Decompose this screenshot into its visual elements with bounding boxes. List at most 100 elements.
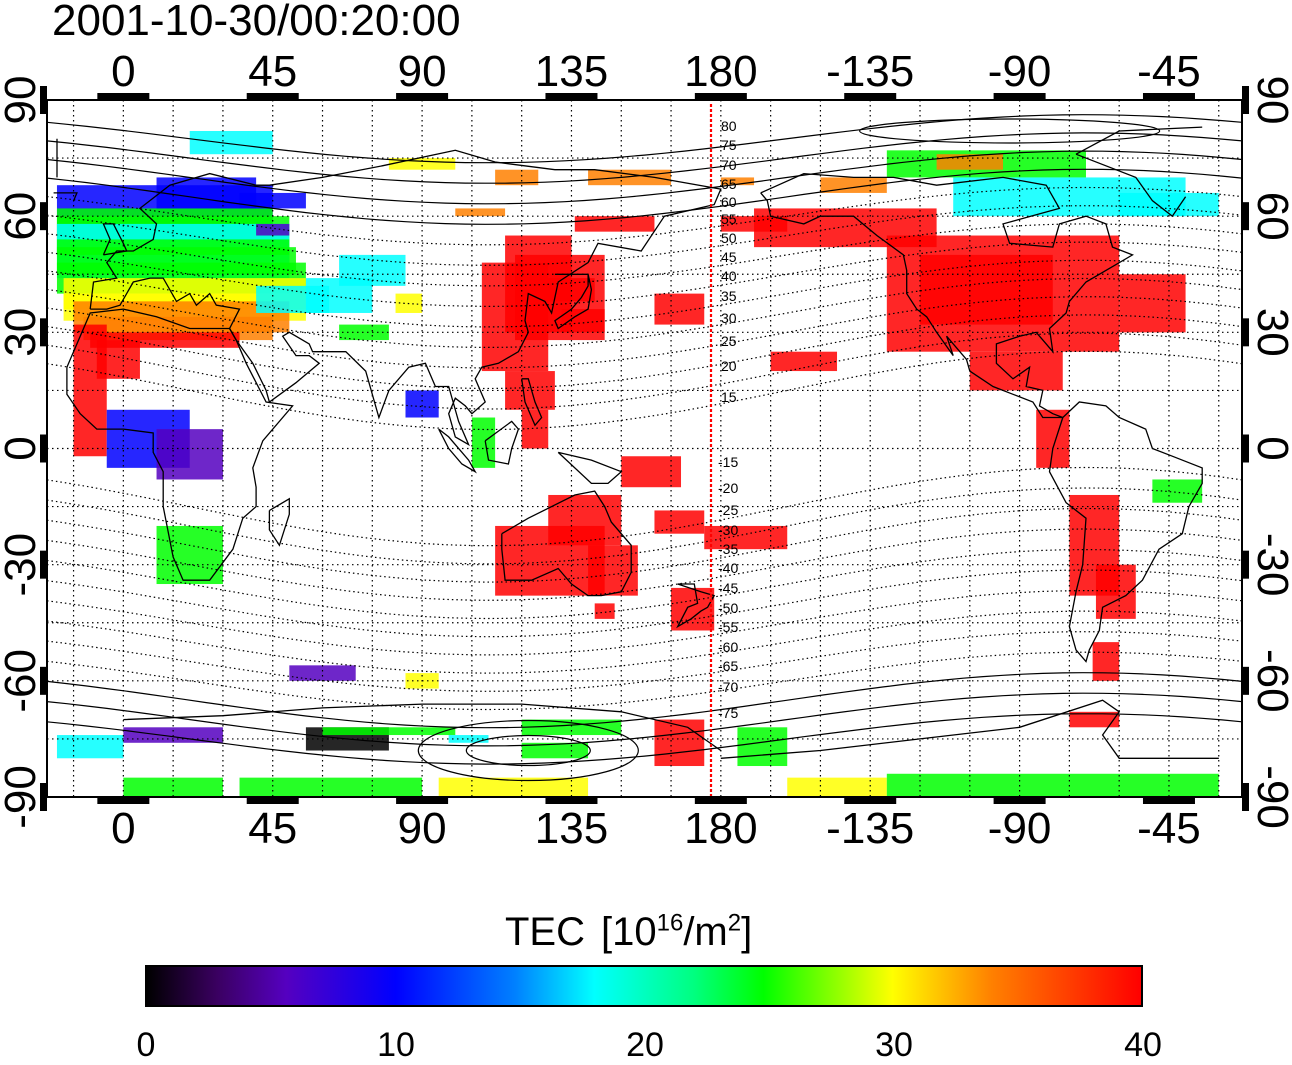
- lon-tick-bottom: -135: [826, 804, 914, 853]
- south-pole-contour: [465, 734, 591, 767]
- frame-tick: [396, 797, 449, 804]
- frame-tick: [40, 202, 47, 231]
- tec-cell: [720, 177, 755, 186]
- frame-tick: [1242, 666, 1249, 695]
- contour-label: 65: [721, 176, 737, 192]
- coastline: [484, 420, 520, 465]
- contour-label: 75: [721, 137, 737, 153]
- lon-tick-top: -45: [1137, 47, 1201, 96]
- magnetic-contour: [46, 150, 1243, 205]
- lat-tick-right: -90: [1248, 765, 1292, 829]
- lat-tick-left: 0: [0, 436, 45, 460]
- contour-label: -55: [718, 619, 738, 635]
- contour-label: 45: [721, 249, 737, 265]
- contour-label: 40: [721, 268, 737, 284]
- tec-cell: [1036, 409, 1070, 468]
- axis-tick-labels: 0045459090135135180180-135-135-90-90-45-…: [0, 47, 1292, 853]
- frame-tick: [40, 666, 47, 695]
- magnetic-contour: [46, 466, 1243, 547]
- magnetic-contour: [46, 548, 1243, 620]
- frame-tick: [1242, 86, 1249, 114]
- tec-cell: [156, 429, 223, 480]
- tec-cell: [704, 525, 788, 550]
- tec-cell: [189, 130, 273, 155]
- lat-tick-right: 90: [1248, 76, 1292, 125]
- contour-label: -50: [718, 600, 738, 616]
- tec-cell: [73, 324, 107, 457]
- tec-cell: [256, 223, 290, 236]
- tec-cell: [621, 456, 682, 488]
- tec-cell: [455, 208, 506, 217]
- lat-tick-right: -30: [1248, 533, 1292, 597]
- frame-tick: [993, 797, 1046, 804]
- lat-tick-left: 30: [0, 308, 45, 357]
- lat-tick-right: -60: [1248, 649, 1292, 713]
- coastlines: [54, 126, 1239, 759]
- magnetic-contour: [46, 507, 1243, 583]
- contour-label: -20: [718, 480, 738, 496]
- colorbar-tick: 40: [1124, 1026, 1162, 1064]
- colorbar-title-main: TEC: [505, 910, 585, 954]
- lon-tick-top: 90: [398, 47, 447, 96]
- contour-label: 55: [721, 211, 737, 227]
- magnetic-contour: [46, 350, 1243, 431]
- magnetic-latitude-contours: [46, 114, 1243, 782]
- tec-cell: [495, 169, 539, 186]
- magnetic-contour: [46, 114, 1243, 164]
- contour-label: 25: [721, 333, 737, 349]
- frame-tick: [844, 797, 897, 804]
- lat-tick-left: 60: [0, 192, 45, 241]
- magnetic-contour: [46, 487, 1243, 565]
- tec-cell: [1119, 192, 1219, 217]
- tec-cell: [156, 525, 223, 585]
- coastline: [521, 378, 543, 427]
- magnetic-contour: [46, 692, 1243, 747]
- lat-tick-left: -30: [0, 533, 45, 597]
- map-title: 2001-10-30/00:20:00: [52, 0, 461, 45]
- tec-cell: [1092, 642, 1120, 681]
- lon-tick-top: 45: [248, 47, 297, 96]
- contour-label: 30: [721, 310, 737, 326]
- colorbar-tick: 20: [626, 1026, 664, 1064]
- contour-label: -40: [718, 560, 738, 576]
- frame-tick: [545, 93, 598, 100]
- lat-tick-right: 0: [1248, 436, 1292, 460]
- tec-cell: [405, 390, 439, 418]
- frame-tick: [1142, 797, 1195, 804]
- coastline: [102, 223, 128, 256]
- contour-label: -75: [718, 705, 738, 721]
- contour-label: 50: [721, 230, 737, 246]
- contour-label: -60: [718, 639, 738, 655]
- frame-tick: [694, 93, 747, 100]
- contour-label: 80: [721, 118, 737, 134]
- coastline: [66, 308, 294, 581]
- frame-tick: [396, 93, 449, 100]
- contour-label: -30: [718, 522, 738, 538]
- colorbar-tick: 30: [875, 1026, 913, 1064]
- lon-tick-bottom: -90: [988, 804, 1052, 853]
- frame-tick: [1242, 434, 1249, 463]
- colorbar-title: TEC [1016/m2]: [505, 908, 752, 956]
- frame-tick: [40, 550, 47, 579]
- lon-tick-top: 0: [111, 47, 135, 96]
- tec-cell: [438, 777, 589, 797]
- frame-tick: [40, 434, 47, 463]
- lon-tick-bottom: 135: [535, 804, 608, 853]
- frame-tick: [97, 797, 150, 804]
- tec-cell: [521, 742, 589, 759]
- lon-tick-bottom: 45: [248, 804, 297, 853]
- coastline: [1048, 401, 1203, 663]
- tec-cell: [737, 727, 788, 767]
- tec-cell: [969, 351, 1063, 391]
- tec-cell: [471, 417, 496, 468]
- tec-cell: [448, 735, 489, 743]
- tec-cell: [1152, 479, 1203, 503]
- contour-label: -35: [718, 541, 738, 557]
- magnetic-contour: [46, 610, 1243, 674]
- tec-cell: [239, 777, 423, 797]
- lon-tick-bottom: 0: [111, 804, 135, 853]
- contour-label: 60: [721, 194, 737, 210]
- colorbar-tick: 10: [377, 1026, 415, 1064]
- tec-cell: [671, 587, 715, 631]
